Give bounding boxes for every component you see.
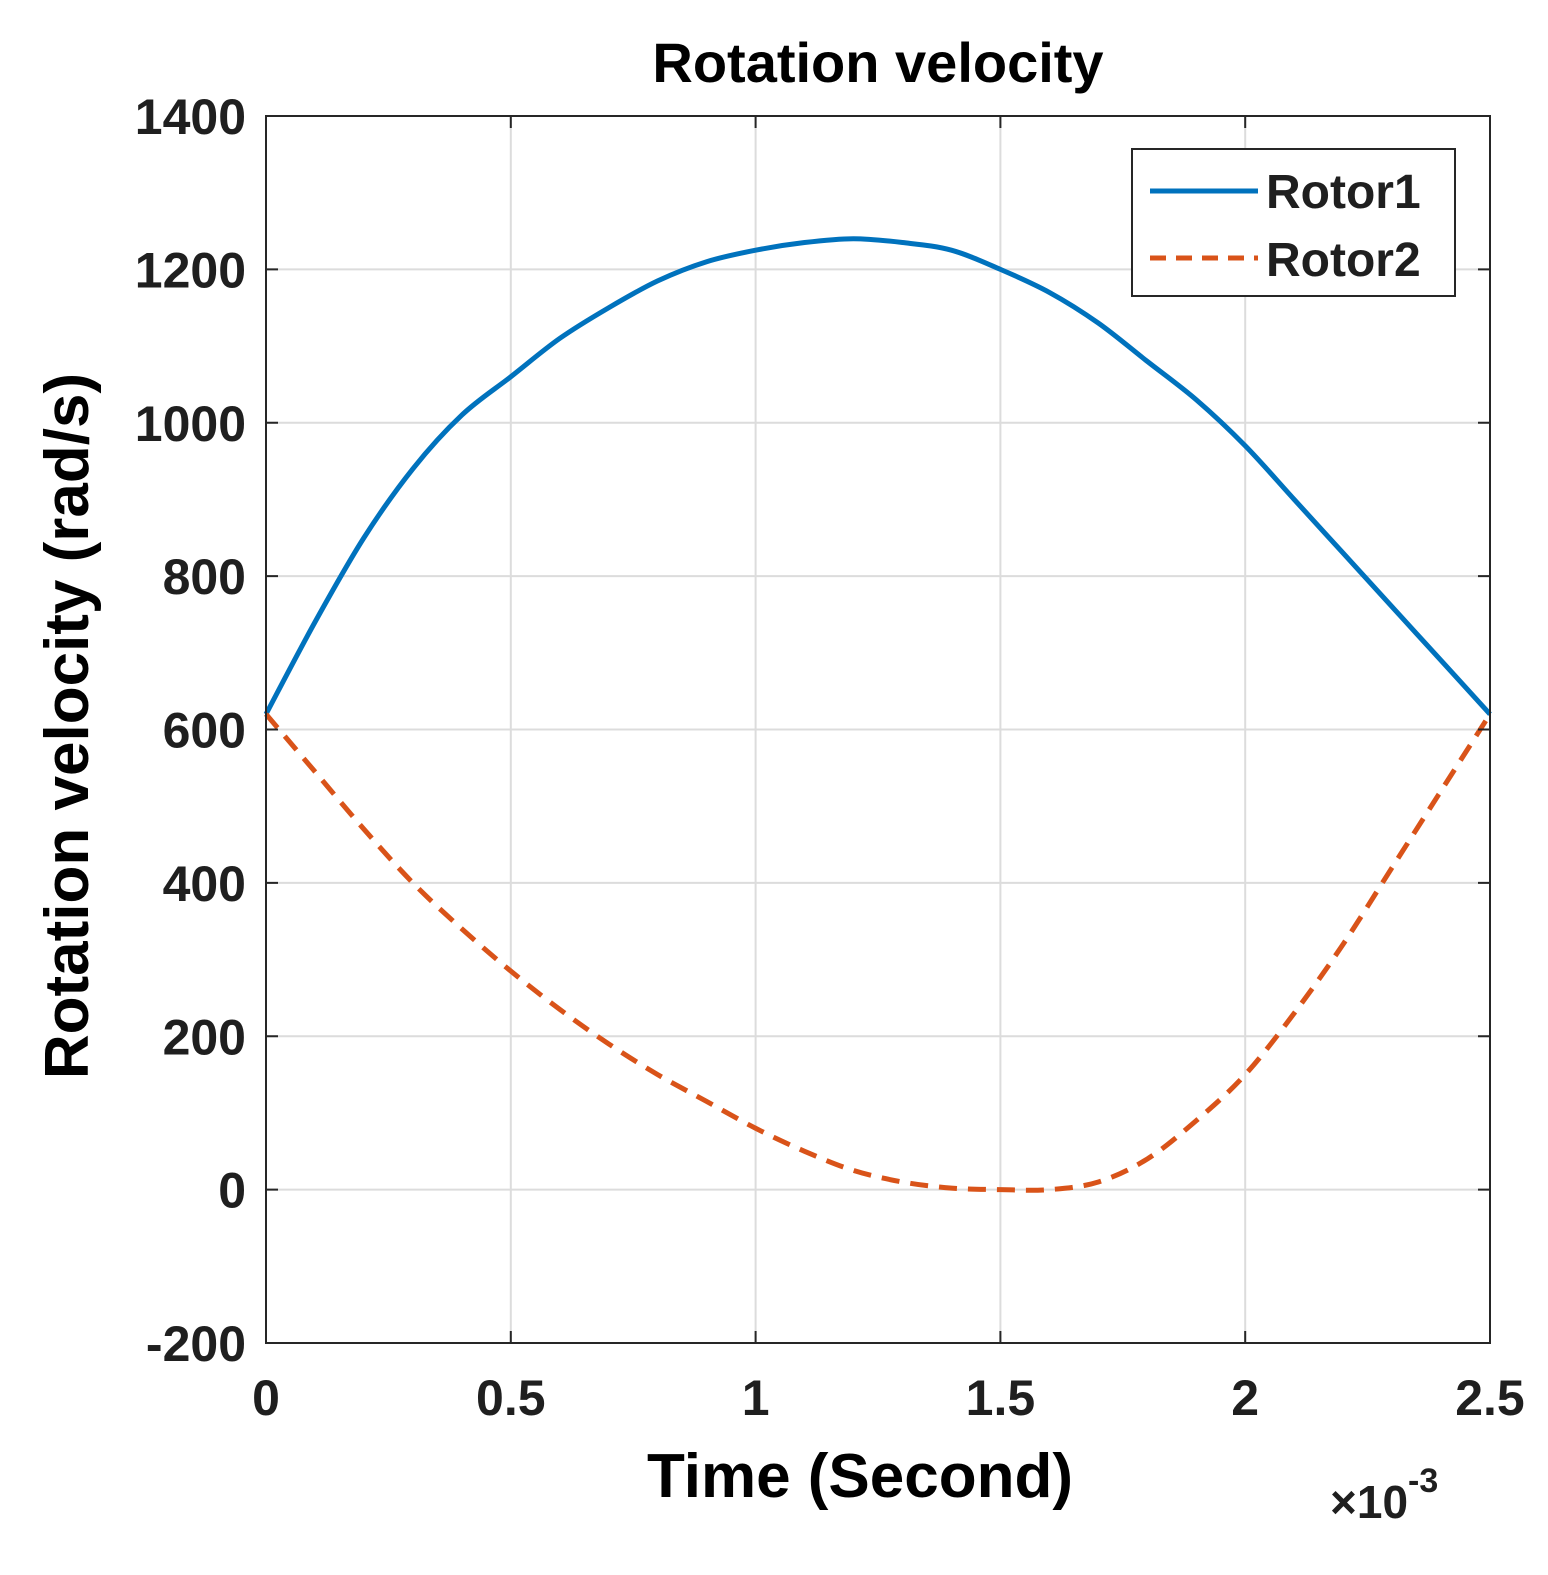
x-axis-label: Time (Second)	[647, 1442, 1073, 1511]
series-line-rotor2	[264, 712, 1493, 1193]
y-tick-label: 0	[218, 1163, 246, 1219]
series-layer	[263, 236, 1493, 1193]
legend-label-rotor1: Rotor1	[1266, 166, 1421, 219]
x-tick-label: 1.5	[966, 1370, 1036, 1426]
legend-box	[1131, 148, 1456, 297]
x-tick-label: 2	[1231, 1370, 1259, 1426]
legend: Rotor1 Rotor2	[1131, 148, 1456, 297]
x-tick-label: 0.5	[476, 1370, 546, 1426]
x-axis-exponent-power: -3	[1408, 1462, 1438, 1500]
y-axis-label: Rotation velocity (rad/s)	[33, 373, 102, 1079]
chart-title: Rotation velocity	[652, 31, 1103, 94]
series-line-rotor1	[263, 236, 1492, 716]
y-tick-label: 1200	[135, 242, 246, 298]
y-tick-label: 1000	[135, 396, 246, 452]
y-tick-label: 600	[163, 703, 246, 759]
x-tick-label: 0	[252, 1370, 280, 1426]
x-axis-exponent: ×10-3	[1330, 1462, 1438, 1528]
ticks	[265, 115, 1491, 1344]
y-tick-label: 1400	[135, 89, 246, 145]
y-tick-label: 800	[163, 549, 246, 605]
y-tick-label: -200	[146, 1316, 246, 1372]
grid	[265, 115, 1491, 1344]
x-tick-label: 1	[742, 1370, 770, 1426]
y-tick-label: 200	[163, 1009, 246, 1065]
x-tick-label: 2.5	[1455, 1370, 1525, 1426]
y-tick-label: 400	[163, 856, 246, 912]
legend-label-rotor2: Rotor2	[1266, 234, 1421, 287]
